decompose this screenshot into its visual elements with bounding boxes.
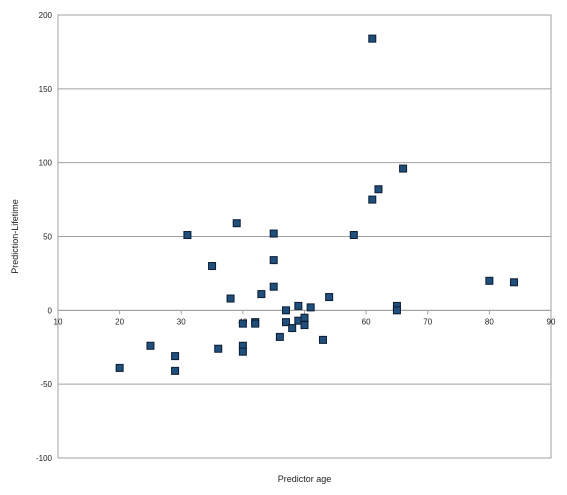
data-point	[257, 290, 266, 299]
data-point	[214, 344, 223, 353]
data-point	[226, 294, 235, 303]
data-point	[269, 229, 278, 238]
data-point	[318, 335, 327, 344]
data-point	[171, 352, 180, 361]
data-point	[294, 301, 303, 310]
y-tick-label: 200	[39, 11, 53, 20]
x-tick-label: 30	[177, 317, 186, 326]
data-point	[232, 219, 241, 228]
data-point	[238, 347, 247, 356]
data-point	[183, 231, 192, 240]
data-point	[115, 363, 124, 372]
y-tick-label: -50	[40, 380, 52, 389]
x-tick-label: 60	[362, 317, 371, 326]
plot-area-frame	[57, 14, 552, 459]
x-tick-label: 10	[54, 317, 63, 326]
data-point	[368, 34, 377, 43]
data-point	[238, 319, 247, 328]
y-tick-label: 50	[43, 233, 52, 242]
data-point	[485, 276, 494, 285]
y-tick-label: 100	[39, 159, 53, 168]
x-axis-title: Predictor age	[278, 474, 332, 484]
data-point	[306, 303, 315, 312]
data-point	[275, 332, 284, 341]
data-point	[349, 231, 358, 240]
y-tick-label: 0	[48, 306, 53, 315]
x-tick-label: 80	[485, 317, 494, 326]
data-point	[282, 306, 291, 315]
data-point	[392, 306, 401, 315]
data-point	[510, 278, 519, 287]
data-point	[374, 185, 383, 194]
data-point	[208, 262, 217, 271]
x-tick-label: 20	[115, 317, 124, 326]
y-tick-label: -100	[36, 454, 53, 463]
data-point	[399, 164, 408, 173]
data-point	[282, 318, 291, 327]
data-points	[115, 34, 519, 375]
data-point	[269, 256, 278, 265]
data-point	[269, 282, 278, 291]
x-tick-label: 70	[423, 317, 432, 326]
data-point	[146, 341, 155, 350]
x-tick-label: 90	[547, 317, 556, 326]
data-point	[300, 321, 309, 330]
data-point	[300, 313, 309, 322]
data-point	[325, 293, 334, 302]
data-point	[171, 366, 180, 375]
data-point	[368, 195, 377, 204]
y-tick-label: 150	[39, 85, 53, 94]
y-axis-title: Prediction-Lifetime	[10, 199, 20, 274]
data-point	[251, 319, 260, 328]
data-point	[288, 324, 297, 333]
